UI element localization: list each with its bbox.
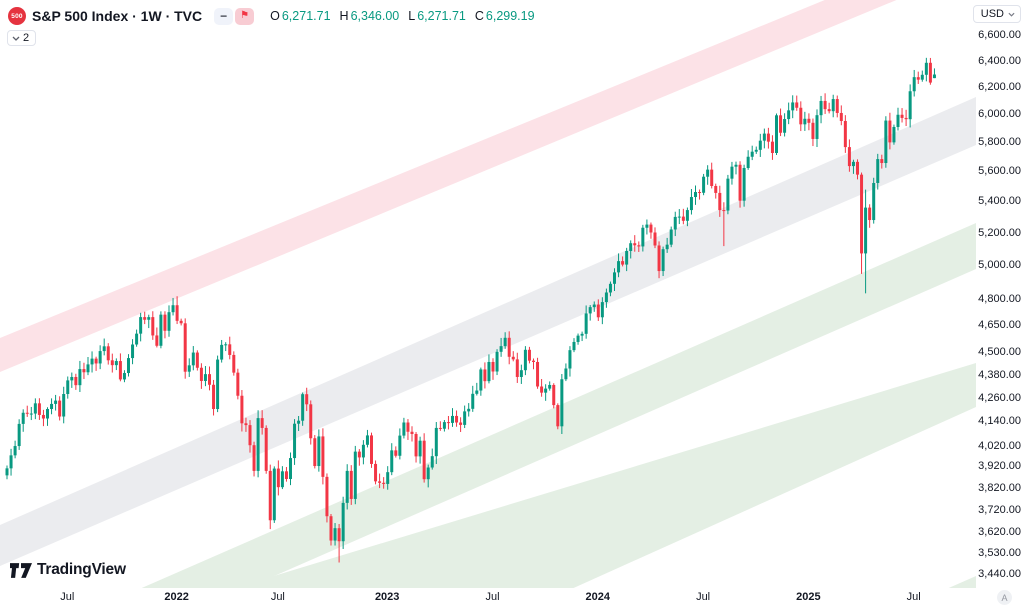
- channel-band-middle-trend-zone[interactable]: [0, 97, 976, 566]
- channel-bands: [0, 0, 976, 608]
- tradingview-watermark[interactable]: TradingView: [10, 561, 126, 579]
- symbol-logo: 500: [8, 7, 26, 25]
- watermark-brand-text: TradingView: [37, 561, 126, 578]
- currency-label: USD: [980, 8, 1004, 20]
- close-label: C: [474, 9, 484, 23]
- tradingview-logo-icon: [10, 562, 32, 578]
- price-tick-label: 3,530.00: [978, 547, 1021, 560]
- legend-chip-group: − ⚑: [214, 7, 255, 25]
- price-tick-label: 5,800.00: [978, 136, 1021, 149]
- candle-series[interactable]: [5, 57, 936, 563]
- legend-collapse-button[interactable]: 2: [7, 30, 37, 46]
- time-axis[interactable]: Jul 2022 Jul 2023 Jul 2024 Jul 2025 Jul: [0, 588, 976, 608]
- low-value: 6,271.71: [417, 9, 466, 23]
- time-tick-label: Jul: [696, 591, 711, 603]
- flag-icon: ⚑: [240, 10, 250, 21]
- high-value: 6,346.00: [350, 9, 400, 23]
- price-tick-label: 3,820.00: [978, 481, 1021, 494]
- channel-band-lower-support-zone-2[interactable]: [0, 363, 976, 608]
- price-tick-label: 4,140.00: [978, 415, 1021, 428]
- price-tick-label: 6,400.00: [978, 54, 1021, 67]
- price-tick-label: 5,400.00: [978, 195, 1021, 208]
- price-tick-label: 3,720.00: [978, 503, 1021, 516]
- price-tick-label: 4,260.00: [978, 391, 1021, 404]
- collapsed-count: 2: [23, 32, 30, 44]
- time-tick-label: Jul: [270, 591, 285, 603]
- price-axis[interactable]: 6,600.00 6,400.00 6,200.00 6,000.00 5,800.00…: [976, 0, 1024, 588]
- flag-symbol-button[interactable]: ⚑: [235, 7, 255, 25]
- symbol-legend: 500 S&P 500 Index · 1W · TVC − ⚑ O 6,271.…: [8, 7, 535, 25]
- currency-button[interactable]: USD: [972, 5, 1021, 23]
- symbol-title[interactable]: S&P 500 Index · 1W · TVC: [32, 8, 203, 24]
- close-value: 6,299.19: [485, 9, 535, 23]
- ohlc-readout: O 6,271.71 H 6,346.00 L 6,271.71 C 6,299.19: [270, 9, 534, 23]
- price-tick-label: 3,620.00: [978, 526, 1021, 539]
- price-tick-label: 5,600.00: [978, 165, 1021, 178]
- price-tick-label: 3,440.00: [978, 568, 1021, 581]
- time-tick-label: Jul: [60, 591, 75, 603]
- price-tick-label: 4,500.00: [978, 346, 1021, 359]
- price-tick-label: 6,200.00: [978, 81, 1021, 94]
- remove-indicator-button[interactable]: −: [214, 7, 234, 25]
- open-label: O: [270, 9, 280, 23]
- time-tick-label: 2024: [585, 591, 611, 603]
- chevron-down-icon: [12, 36, 20, 41]
- price-tick-label: 4,650.00: [978, 319, 1021, 332]
- auto-scale-badge[interactable]: A: [997, 590, 1012, 605]
- high-label: H: [339, 9, 349, 23]
- time-tick-label: 2022: [164, 591, 189, 603]
- price-tick-label: 4,800.00: [978, 292, 1021, 305]
- time-tick-label: 2025: [796, 591, 821, 603]
- low-label: L: [408, 9, 416, 23]
- minus-icon: −: [220, 9, 228, 23]
- price-tick-label: 4,380.00: [978, 368, 1021, 381]
- price-tick-label: 4,020.00: [978, 439, 1021, 452]
- price-tick-label: 5,000.00: [978, 259, 1021, 272]
- channel-band-upper-resistance-zone[interactable]: [0, 0, 976, 372]
- channel-band-lower-support-zone-3[interactable]: [0, 576, 976, 608]
- time-tick-label: Jul: [485, 591, 500, 603]
- open-value: 6,271.71: [281, 9, 331, 23]
- price-tick-label: 6,000.00: [978, 108, 1021, 121]
- chevron-down-icon: [1008, 12, 1015, 17]
- time-tick-label: 2023: [374, 591, 400, 603]
- time-tick-label: Jul: [906, 591, 921, 603]
- price-tick-label: 6,600.00: [978, 29, 1021, 42]
- price-tick-label: 5,200.00: [978, 226, 1021, 239]
- price-tick-label: 3,920.00: [978, 460, 1021, 473]
